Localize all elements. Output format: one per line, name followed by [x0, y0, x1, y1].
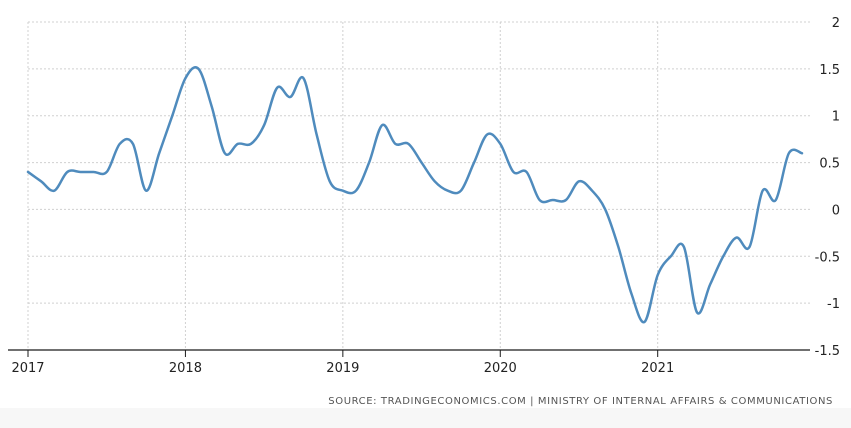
data-point — [263, 124, 265, 126]
data-point — [289, 96, 291, 98]
data-point — [788, 152, 790, 154]
data-point — [709, 283, 711, 285]
data-point — [355, 189, 357, 191]
data-point — [735, 236, 737, 238]
data-point — [92, 171, 94, 173]
data-point — [237, 143, 239, 145]
data-point — [119, 143, 121, 145]
data-point — [538, 199, 540, 201]
data-point — [40, 180, 42, 182]
data-point — [761, 189, 763, 191]
data-point — [512, 171, 514, 173]
footer-band — [0, 408, 851, 428]
data-point — [473, 161, 475, 163]
data-point — [66, 171, 68, 173]
data-point — [224, 152, 226, 154]
y-tick-label: 0.5 — [819, 157, 840, 172]
y-tick-label: -1 — [827, 297, 840, 312]
data-point — [656, 274, 658, 276]
x-tick-label: 2018 — [169, 361, 202, 376]
x-axis-ticks — [27, 350, 659, 357]
data-point — [670, 255, 672, 257]
data-point — [329, 180, 331, 182]
data-point — [604, 208, 606, 210]
source-credit: SOURCE: TRADINGECONOMICS.COM | MINISTRY … — [328, 396, 833, 407]
data-point — [381, 124, 383, 126]
data-point — [394, 143, 396, 145]
data-points — [27, 68, 803, 323]
data-point — [197, 68, 199, 70]
data-point — [460, 189, 462, 191]
data-point — [368, 161, 370, 163]
x-axis-tick-labels: 2017 2018 2019 2020 2021 — [11, 361, 674, 376]
horizontal-grid — [28, 21, 810, 304]
data-point — [775, 199, 777, 201]
data-point — [643, 321, 645, 323]
y-tick-label: 0 — [832, 203, 840, 218]
data-point — [315, 133, 317, 135]
data-point — [578, 180, 580, 182]
y-tick-label: 1 — [832, 110, 840, 125]
data-point — [342, 189, 344, 191]
data-point — [53, 189, 55, 191]
data-point — [250, 143, 252, 145]
data-point — [525, 171, 527, 173]
data-point — [210, 105, 212, 107]
x-tick-label: 2021 — [641, 361, 674, 376]
data-point — [722, 255, 724, 257]
data-point — [420, 161, 422, 163]
data-point — [499, 143, 501, 145]
x-tick-label: 2020 — [484, 361, 517, 376]
y-tick-label: 1.5 — [819, 63, 840, 78]
data-point — [801, 152, 803, 154]
data-point — [79, 171, 81, 173]
data-point — [27, 171, 29, 173]
data-point — [447, 189, 449, 191]
data-point — [184, 77, 186, 79]
data-point — [407, 143, 409, 145]
data-point — [433, 180, 435, 182]
data-point — [696, 311, 698, 313]
data-point — [591, 189, 593, 191]
y-tick-label: -1.5 — [815, 344, 840, 359]
data-point — [276, 86, 278, 88]
y-axis-tick-labels: 2 1.5 1 0.5 0 -0.5 -1 -1.5 — [815, 16, 840, 359]
y-tick-label: -0.5 — [815, 250, 840, 265]
series-line — [26, 66, 804, 324]
data-point — [106, 171, 108, 173]
data-point — [683, 246, 685, 248]
data-point — [630, 293, 632, 295]
data-point — [132, 143, 134, 145]
data-point — [565, 199, 567, 201]
x-tick-label: 2019 — [326, 361, 359, 376]
data-point — [486, 133, 488, 135]
data-point — [748, 246, 750, 248]
vertical-grid — [27, 22, 659, 350]
y-tick-label: 2 — [832, 16, 840, 31]
data-point — [171, 115, 173, 117]
data-point — [158, 152, 160, 154]
data-point — [145, 189, 147, 191]
data-point — [302, 77, 304, 79]
x-tick-label: 2017 — [11, 361, 44, 376]
data-point — [552, 199, 554, 201]
data-point — [617, 246, 619, 248]
